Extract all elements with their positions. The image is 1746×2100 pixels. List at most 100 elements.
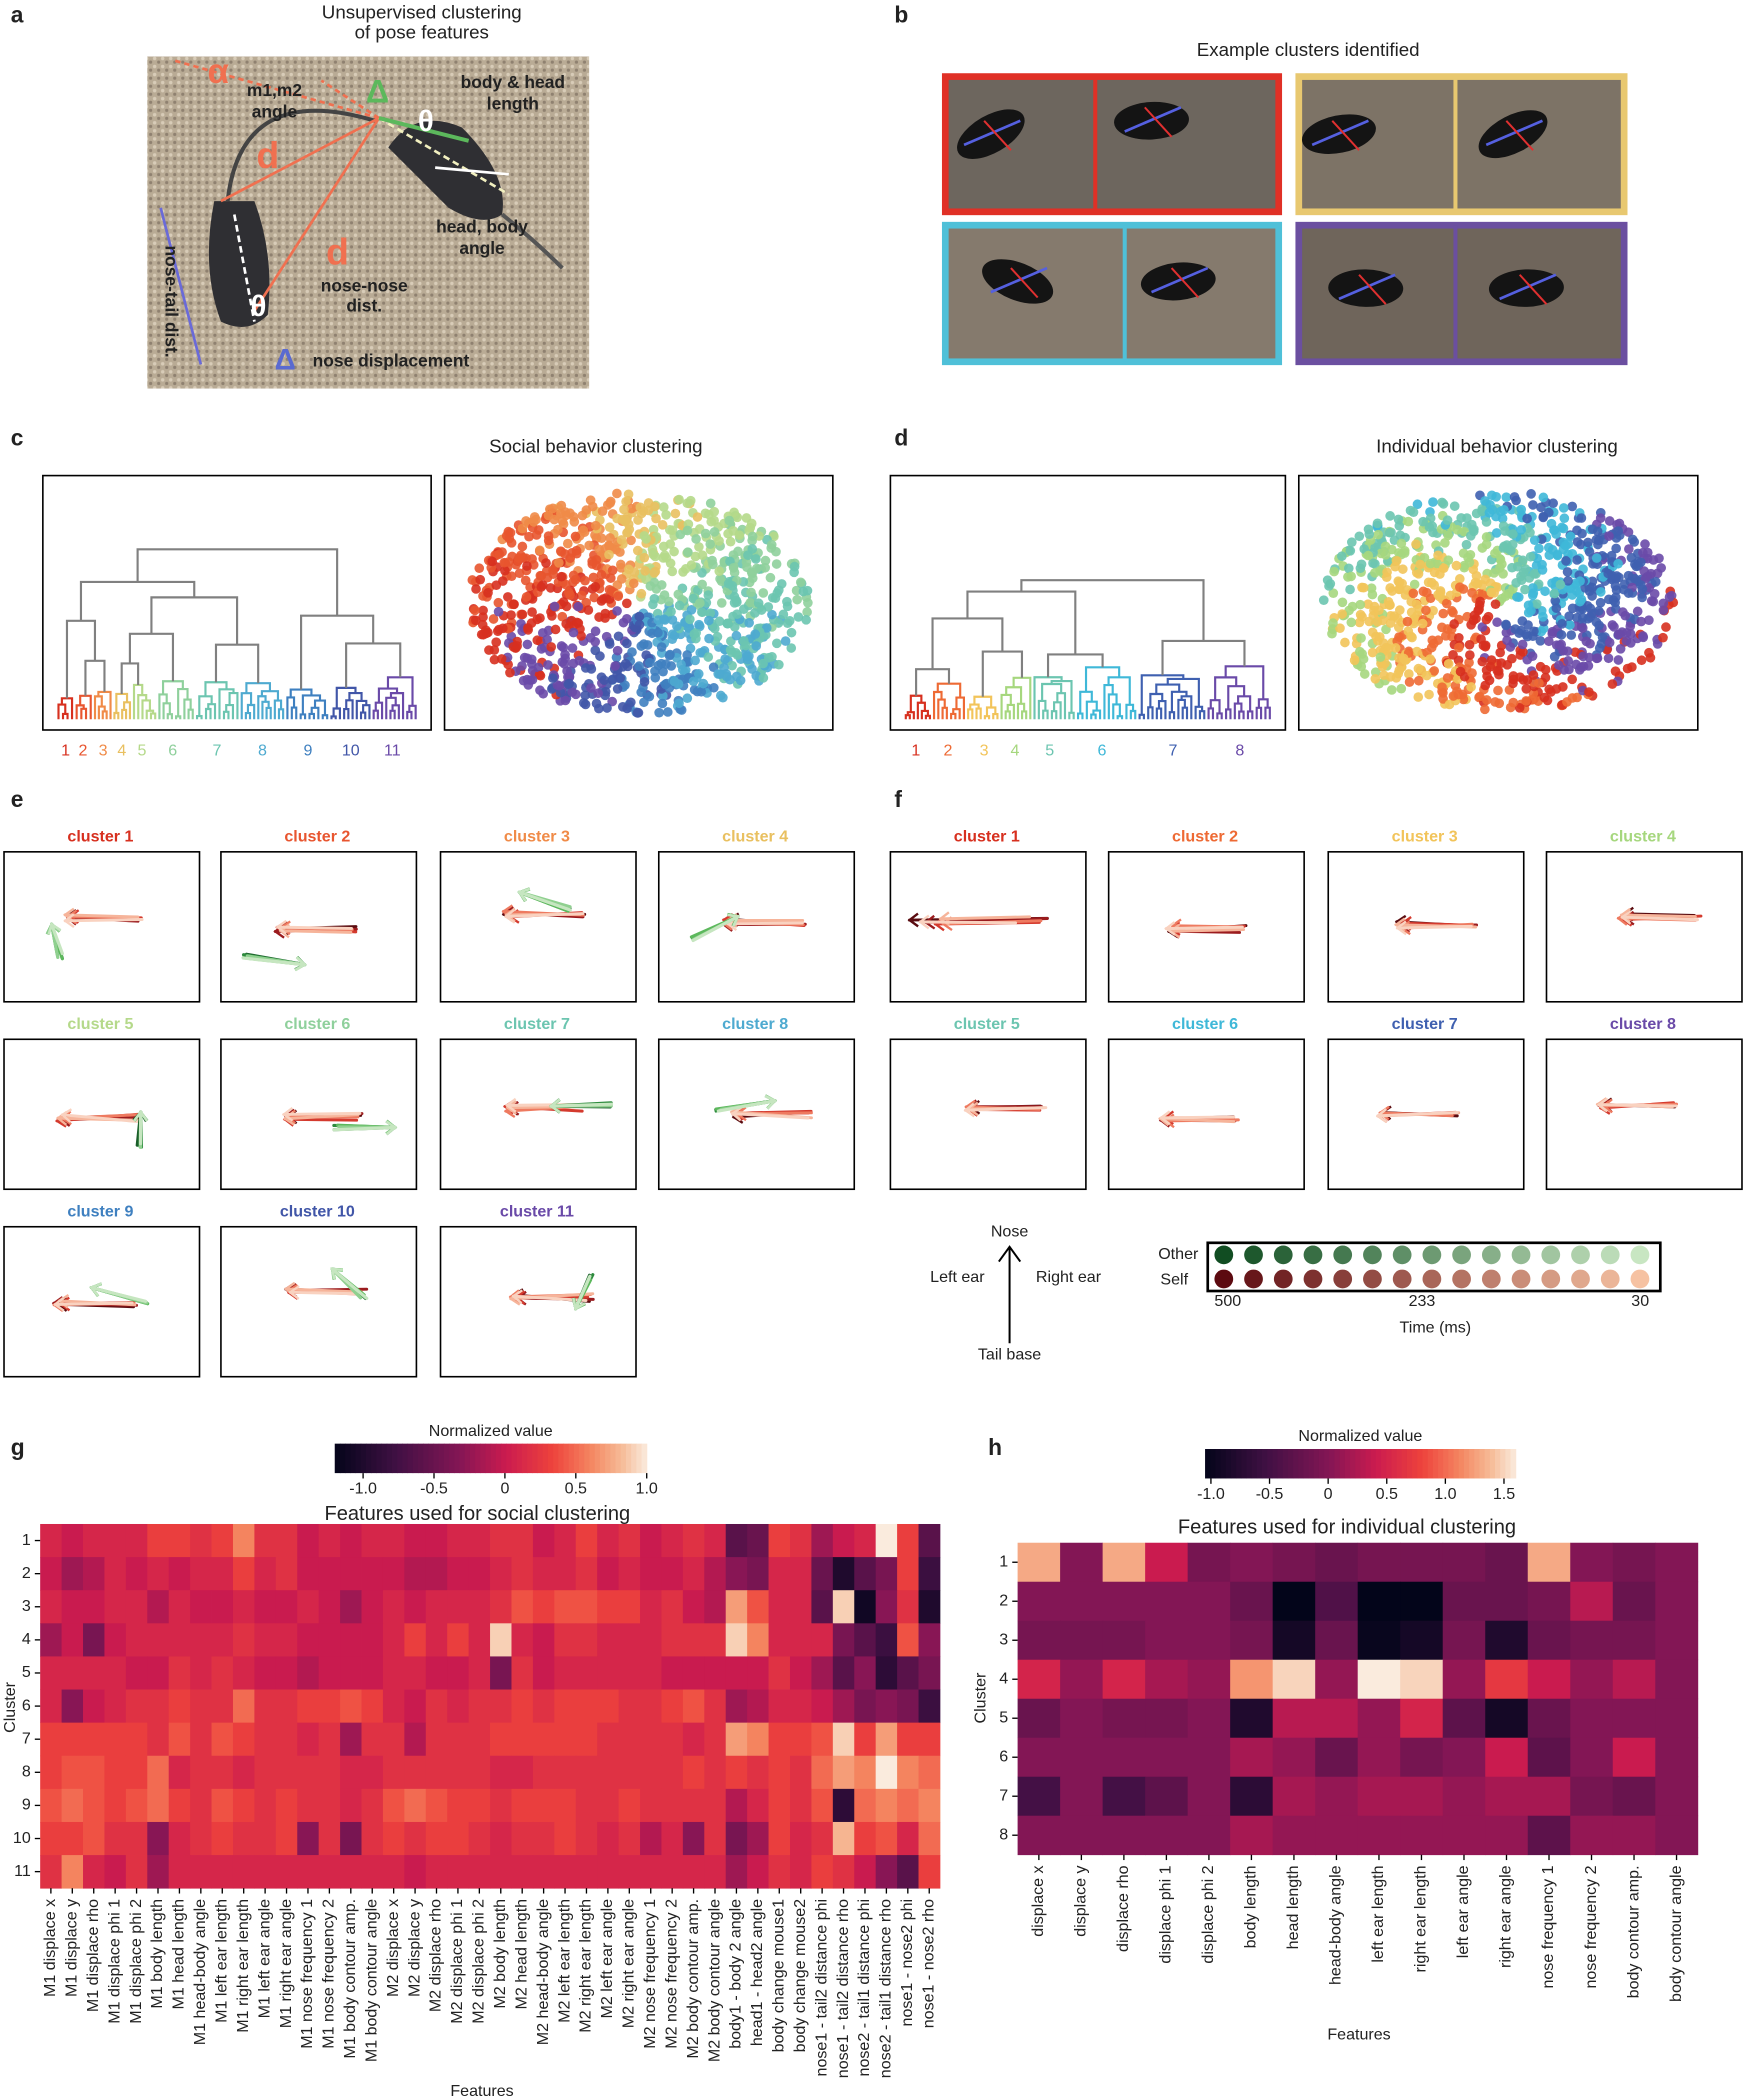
heatmap-cell: [683, 1822, 705, 1856]
embedding-point: [1508, 540, 1518, 550]
heatmap-cell: [1018, 1543, 1061, 1582]
embedding-point: [1501, 591, 1511, 601]
heatmap-cell: [1400, 1621, 1443, 1660]
embedding-point: [709, 683, 719, 693]
heatmap-cell: [190, 1524, 212, 1558]
embedding-point: [637, 589, 647, 599]
panel-letter: f: [894, 786, 902, 812]
dendrogram-link: [346, 643, 400, 687]
embedding-point: [1637, 655, 1647, 665]
embedding-point: [523, 640, 533, 650]
time-dot: [1333, 1245, 1352, 1264]
embedding-point: [1552, 603, 1562, 613]
heatmap-cell: [169, 1723, 191, 1757]
heatmap-cell: [833, 1789, 855, 1823]
embedding-point: [1510, 492, 1520, 502]
cluster-frame: [441, 852, 636, 1002]
embedding-point: [633, 546, 643, 556]
embedding-point: [1536, 503, 1546, 513]
heatmap-cell: [554, 1723, 576, 1757]
heatmap-cell: [554, 1623, 576, 1657]
embedding-point: [635, 620, 645, 630]
row-label: 2: [22, 1564, 31, 1582]
heatmap-cell: [1103, 1543, 1146, 1582]
heatmap-cell: [447, 1789, 469, 1823]
heatmap-cell: [683, 1756, 705, 1790]
colorbar-segment: [1464, 1449, 1470, 1478]
embedding-point: [558, 643, 568, 653]
cluster-title: cluster 11: [500, 1202, 574, 1220]
heatmap-cell: [447, 1524, 469, 1558]
embedding-point: [1454, 633, 1464, 643]
embedding-point: [752, 564, 762, 574]
embedding-point: [1443, 673, 1453, 683]
time-dot: [1304, 1245, 1323, 1264]
heatmap-cell: [233, 1855, 255, 1889]
embedding-point: [613, 684, 623, 694]
cluster-label: 3: [980, 742, 989, 760]
row-label: 3: [22, 1597, 31, 1615]
heatmap-cell: [383, 1756, 405, 1790]
embedding-point: [1659, 605, 1669, 615]
embedding-point: [593, 688, 603, 698]
heatmap-cell: [212, 1822, 234, 1856]
heatmap-cell: [619, 1656, 641, 1690]
pose-arrow: [55, 1303, 132, 1304]
feature-label: M1 nose frequency 2: [320, 1899, 338, 2049]
heatmap-cell: [854, 1656, 876, 1690]
heatmap-cell: [426, 1524, 448, 1558]
heatmap-cell: [619, 1590, 641, 1624]
embedding-point: [1360, 669, 1370, 679]
heatmap-cell: [897, 1789, 919, 1823]
heatmap-cell: [1315, 1816, 1358, 1855]
row-label: 3: [999, 1630, 1008, 1648]
embedding-point: [1646, 569, 1656, 579]
annotation: head, body: [436, 216, 528, 236]
heatmap-cell: [276, 1590, 298, 1624]
embedding-point: [1596, 587, 1606, 597]
embedding-point: [584, 605, 594, 615]
heatmap-cell: [1145, 1699, 1188, 1738]
colorbar-segment: [558, 1444, 564, 1473]
dendrogram-link: [926, 716, 930, 720]
heatmap-cell: [404, 1656, 426, 1690]
colorbar-segment: [636, 1444, 642, 1473]
heatmap-cell: [1315, 1738, 1358, 1777]
heatmap-cell: [254, 1756, 276, 1790]
embedding-point: [663, 707, 673, 717]
embedding-point: [1616, 644, 1626, 654]
embedding-point: [1563, 567, 1573, 577]
axis-label: Cluster: [1, 1681, 19, 1732]
embedding-point: [1438, 688, 1448, 698]
embedding-point: [1392, 556, 1402, 566]
heatmap-cell: [1060, 1699, 1103, 1738]
heatmap-cell: [811, 1789, 833, 1823]
heatmap-cell: [1358, 1660, 1401, 1699]
embedding-point: [1501, 620, 1511, 630]
embedding-point: [474, 563, 484, 573]
row-label: 4: [22, 1630, 31, 1648]
embedding-point: [685, 614, 695, 624]
embedding-point: [1572, 555, 1582, 565]
heatmap-cell: [40, 1756, 62, 1790]
heatmap-cell: [897, 1822, 919, 1856]
cluster-frame: [441, 1227, 636, 1377]
embedding-point: [1466, 531, 1476, 541]
axis-label: Features: [1327, 2026, 1390, 2044]
embedding-point: [1603, 569, 1613, 579]
heatmap-cell: [554, 1789, 576, 1823]
embedding-point: [534, 663, 544, 673]
colorbar-segment: [371, 1444, 377, 1473]
embedding-point: [1508, 698, 1518, 708]
embedding-point: [605, 639, 615, 649]
heatmap-cell: [811, 1656, 833, 1690]
feature-label: M1 displace y: [63, 1899, 81, 1997]
heatmap-cell: [1018, 1777, 1061, 1816]
heatmap-cell: [833, 1656, 855, 1690]
heatmap-cell: [126, 1690, 148, 1724]
pose-arrow: [92, 1288, 146, 1302]
heatmap-cell: [533, 1590, 555, 1624]
colorbar-segment: [1210, 1449, 1216, 1478]
embedding-point: [790, 562, 800, 572]
embedding-point: [751, 641, 761, 651]
